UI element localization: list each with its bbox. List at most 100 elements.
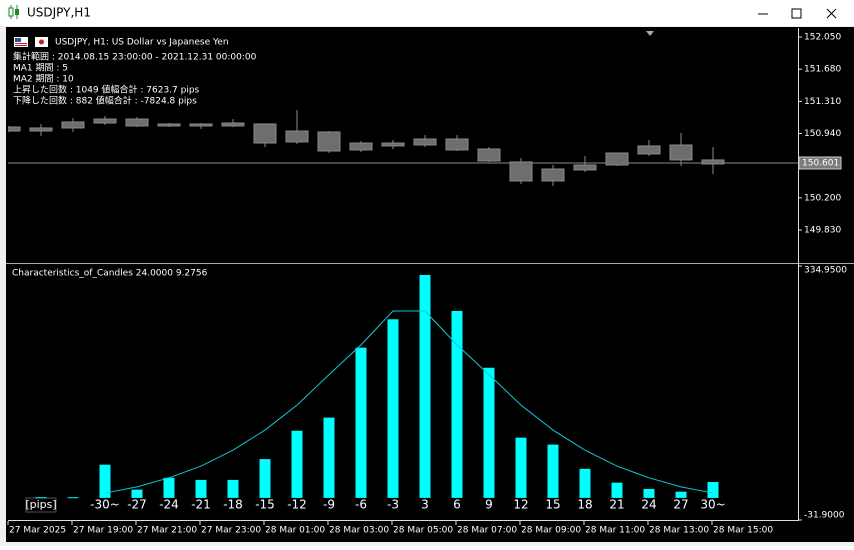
x-category-label: -24 (159, 498, 179, 512)
time-label: 28 Mar 03:00 (329, 526, 389, 536)
time-label: 28 Mar 07:00 (457, 526, 517, 536)
histogram-bar (259, 459, 271, 498)
unit-label: [pips] (25, 498, 56, 511)
current-price-box (798, 156, 842, 170)
histogram-bar (515, 437, 527, 498)
x-category-label: -18 (223, 498, 243, 512)
info-line: 上昇した回数 : 1049 値幅合計 : 7623.7 pips (13, 84, 200, 96)
candle-body (669, 144, 693, 161)
histogram-bar (387, 319, 399, 498)
time-label: 28 Mar 09:00 (521, 526, 581, 536)
time-label: 28 Mar 01:00 (265, 526, 325, 536)
app-icon (8, 5, 19, 19)
candle-body (285, 130, 309, 143)
histogram-bar (131, 489, 143, 498)
indicator-tick-label: 334.9500 (804, 266, 847, 276)
histogram-bar (99, 464, 111, 498)
x-category-label: 12 (513, 498, 528, 512)
candle-body (189, 123, 213, 127)
candle-body (509, 161, 533, 182)
x-category-label: 15 (545, 498, 560, 512)
histogram-bar (323, 417, 335, 498)
window-title: USDJPY,H1 (27, 6, 91, 20)
title-bar (0, 0, 854, 26)
x-category-label: -21 (191, 498, 211, 512)
histogram-bar (227, 479, 239, 498)
histogram-bar (35, 497, 47, 499)
indicator-label: Characteristics_of_Candles 24.0000 9.275… (12, 269, 208, 279)
normal-curve (104, 310, 714, 494)
candle-body (573, 164, 597, 171)
price-tick-label: 149.830 (804, 226, 841, 236)
histogram-bar (579, 468, 591, 498)
histogram-bar (291, 430, 303, 498)
candle-body (29, 127, 53, 132)
info-line: 集計範囲 : 2014.08.15 23:00:00 - 2021.12.31 … (13, 51, 257, 63)
candle-body (157, 123, 181, 127)
candle-body (8, 126, 21, 132)
time-label: 28 Mar 11:00 (585, 526, 645, 536)
symbol-icons (14, 37, 48, 47)
x-category-label: -12 (287, 498, 307, 512)
candle-body (637, 145, 661, 155)
candle-body (605, 152, 629, 166)
histogram-bar (611, 482, 623, 498)
candle-body (413, 138, 437, 146)
candle-body (125, 118, 149, 127)
histogram-bar (483, 367, 495, 498)
info-line: USDJPY, H1: US Dollar vs Japanese Yen (55, 38, 229, 48)
price-tick-label: 151.310 (804, 97, 841, 107)
close-button[interactable] (826, 8, 837, 19)
x-category-label: -27 (127, 498, 147, 512)
histogram-bar (195, 479, 207, 498)
time-label: 27 Mar 21:00 (137, 526, 197, 536)
histogram-bar (355, 347, 367, 498)
histogram-bar (707, 481, 719, 498)
candle-body (701, 159, 725, 165)
time-label: 27 Mar 19:00 (73, 526, 133, 536)
x-category-label: -9 (323, 498, 335, 512)
indicator-tick-label: -31.9000 (804, 511, 845, 521)
histogram-bar (675, 491, 687, 498)
info-line: MA2 期間 : 10 (13, 74, 74, 85)
shift-marker[interactable] (646, 31, 654, 36)
price-tick-label: 150.200 (804, 193, 841, 203)
price-tick-label: 152.050 (804, 33, 841, 43)
candle-body (317, 131, 341, 152)
time-label: 28 Mar 13:00 (649, 526, 709, 536)
candle-body (221, 122, 245, 127)
info-line: 下降した回数 : 882 値幅合計 : -7824.8 pips (13, 95, 197, 107)
candle-body (541, 168, 565, 182)
x-category-label: -15 (255, 498, 275, 512)
x-category-label: 18 (577, 498, 592, 512)
histogram-bar (643, 488, 655, 498)
candle-body (477, 148, 501, 162)
x-category-label: 6 (453, 498, 461, 512)
candle-body (381, 142, 405, 147)
histogram-bar (67, 497, 79, 499)
histogram-bar (547, 444, 559, 498)
x-category-label: 24 (641, 498, 656, 512)
histogram-bar (163, 477, 175, 498)
candle-body (61, 121, 85, 129)
price-tick-label: 151.680 (804, 65, 841, 75)
x-category-label: 27 (673, 498, 688, 512)
histogram-bar (451, 310, 463, 498)
x-category-label: -6 (355, 498, 367, 512)
info-line: MA1 期間 : 5 (13, 63, 68, 74)
time-label: 28 Mar 05:00 (393, 526, 453, 536)
candle-body (445, 138, 469, 151)
candle-body (253, 123, 277, 144)
x-category-label: 3 (421, 498, 429, 512)
current-price-label: 150.601 (802, 158, 839, 168)
x-category-label: -3 (387, 498, 399, 512)
maximize-button[interactable] (791, 8, 802, 19)
time-label: 27 Mar 2025 (9, 526, 66, 536)
time-label: 27 Mar 23:00 (201, 526, 261, 536)
x-category-label: 30~ (700, 498, 725, 512)
x-category-label: 21 (609, 498, 624, 512)
histogram-bar (419, 274, 431, 498)
price-pane (8, 109, 798, 186)
x-category-label: 9 (485, 498, 493, 512)
x-category-label: -30~ (90, 498, 120, 512)
